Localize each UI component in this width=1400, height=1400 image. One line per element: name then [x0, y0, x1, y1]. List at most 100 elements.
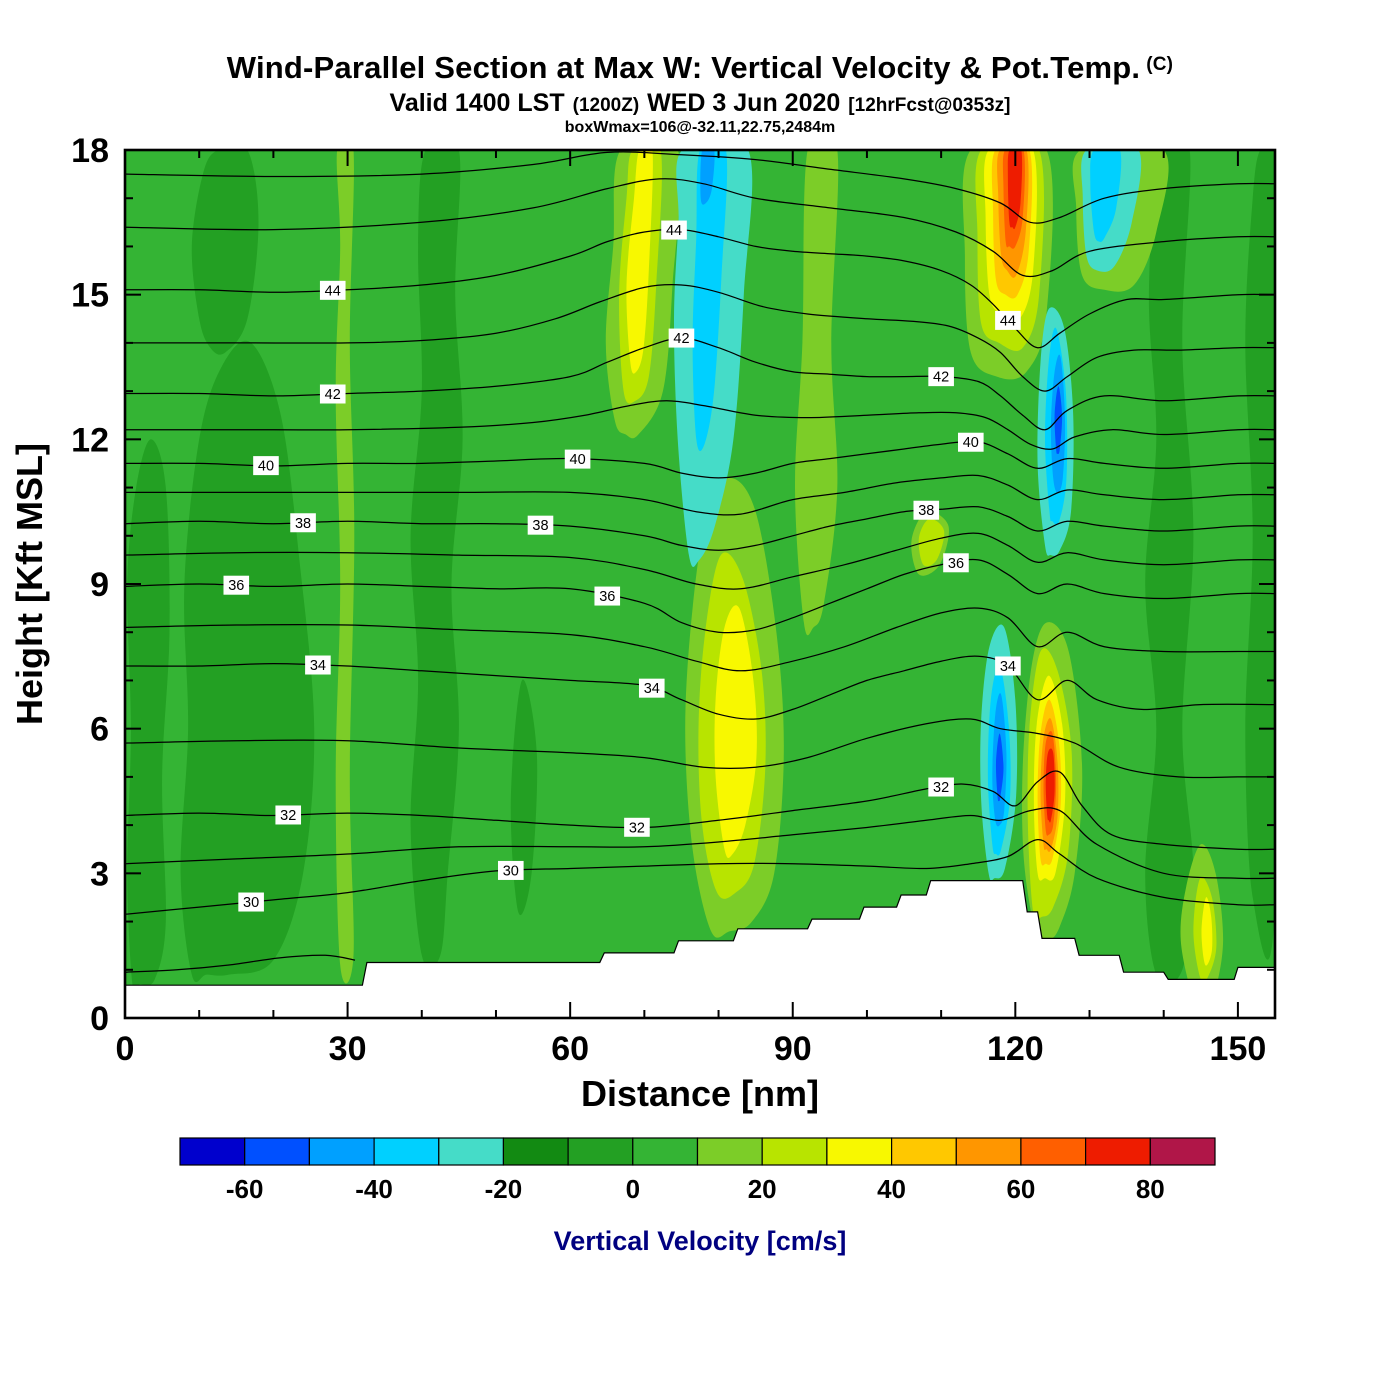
colorbar-tick-label: 20 — [748, 1174, 777, 1204]
isotherm-line-37 — [125, 532, 1275, 590]
y-axis-title: Height [Kft MSL] — [9, 443, 50, 725]
x-tick-label: 60 — [551, 1030, 589, 1068]
chart-title-unit: (C) — [1146, 54, 1174, 75]
isotherm-label-box — [527, 515, 554, 535]
isotherm-line-31 — [125, 807, 1275, 880]
chart-title-text: Wind-Parallel Section at Max W: Vertical… — [226, 50, 1141, 85]
isotherm-label: 34 — [644, 681, 660, 697]
colorbar-segment — [308, 1137, 375, 1166]
valid-time: Valid 1400 LST — [389, 89, 565, 117]
colorbar-segment — [826, 1137, 893, 1166]
isotherm-line-29 — [125, 954, 356, 973]
colorbar-title: Vertical Velocity [cm/s] — [554, 1226, 847, 1256]
isotherm-label: 36 — [228, 578, 244, 594]
colorbar-segment — [761, 1137, 828, 1166]
isotherm-line-30 — [125, 838, 1275, 915]
chart-title: Wind-Parallel Section at Max W: Vertical… — [0, 50, 1400, 86]
colorbar-segment — [502, 1137, 569, 1166]
isotherm-label-box — [290, 513, 316, 533]
isotherm-label-box — [498, 860, 524, 880]
plot-area: 30 30 32 32 32 34 34 34 36 36 36 38 38 38 40 40 40 42 42 42… — [125, 150, 1275, 1018]
x-tick-label: 150 — [1210, 1030, 1267, 1068]
isotherm-label: 44 — [325, 283, 341, 299]
colorbar-tick-label: -40 — [355, 1174, 393, 1204]
terrain-mask — [125, 880, 1275, 1018]
fill-region-lblue-top-right-core — [1090, 150, 1122, 242]
fill-region-y-upper-band — [626, 150, 653, 374]
isotherm-label-box — [564, 449, 591, 469]
isotherm-label: 38 — [295, 516, 311, 532]
colorbar — [179, 1137, 1216, 1166]
fill-region-dg-small-blob — [510, 679, 538, 916]
colorbar-segment — [696, 1137, 763, 1166]
fill-region-dblue-low-core — [995, 733, 1004, 802]
colorbar-segment — [373, 1137, 440, 1166]
isotherm-label-box — [275, 805, 302, 825]
isotherm-line-34 — [125, 655, 1275, 720]
axis-ticks — [124, 149, 1275, 1019]
colorbar-segment — [1149, 1137, 1216, 1166]
isotherm-label-box — [943, 553, 969, 573]
isotherm-label-box — [928, 367, 954, 387]
isotherm-label: 42 — [933, 370, 949, 386]
isotherm-label-box — [594, 586, 621, 606]
fill-region-lblue-upper-core — [692, 150, 728, 452]
isotherm-line-45 — [125, 178, 1275, 278]
isotherm-label-box — [661, 220, 687, 240]
isotherm-label-box — [319, 384, 346, 404]
isotherm-label: 44 — [1000, 313, 1016, 329]
isotherm-label: 40 — [570, 452, 586, 468]
isotherm-label: 30 — [243, 895, 259, 911]
isotherm-line-33 — [125, 718, 1275, 779]
isotherm-label: 32 — [280, 808, 296, 824]
fill-region-red-low-column — [1045, 748, 1055, 823]
colorbar-segment — [890, 1137, 957, 1166]
y-tick-label: 0 — [90, 1000, 109, 1038]
y-tick-label: 9 — [90, 566, 109, 604]
y-tick-label: 6 — [90, 711, 109, 749]
forecast-info: [12hrFcst@0353z] — [848, 95, 1011, 116]
isotherm-label: 44 — [666, 223, 682, 239]
isotherm-line-42 — [125, 337, 1275, 431]
terrain-surface-line — [125, 879, 1275, 986]
colorbar-segment — [632, 1137, 699, 1166]
fill-region-blue-upper-top — [700, 150, 715, 205]
zulu-time: (1200Z) — [572, 95, 640, 116]
isotherm-label: 36 — [948, 556, 964, 572]
chart-subtitle: Valid 1400 LST (1200Z) WED 3 Jun 2020 [12hr… — [0, 89, 1400, 118]
isotherm-label-box — [913, 500, 940, 520]
isotherm-label: 40 — [963, 435, 979, 451]
colorbar-segment — [179, 1137, 246, 1166]
isotherm-label: 40 — [258, 459, 274, 475]
y-tick-label: 12 — [71, 421, 109, 459]
isotherm-label: 34 — [310, 658, 326, 674]
isotherm-label-box — [305, 655, 331, 675]
colorbar-tick-label: -20 — [485, 1174, 523, 1204]
colorbar-tick-label: 80 — [1136, 1174, 1165, 1204]
y-tick-label: 15 — [71, 277, 109, 315]
isotherm-label: 36 — [599, 589, 615, 605]
fill-region-dg-right-column — [1145, 150, 1194, 985]
isotherm-line-36 — [125, 558, 1275, 634]
x-tick-label: 30 — [329, 1030, 367, 1068]
isotherm-label: 42 — [325, 387, 341, 403]
isotherm-label-box — [319, 280, 346, 300]
isotherm-line-38 — [125, 505, 1275, 551]
colorbar-tick-label: 0 — [626, 1174, 640, 1204]
isotherm-label-box — [995, 310, 1021, 330]
fill-region-dg-mid-column — [410, 150, 463, 969]
x-axis-title: Distance [nm] — [581, 1073, 819, 1114]
colorbar-tick-label: 40 — [877, 1174, 906, 1204]
isotherm-label-box — [958, 432, 984, 452]
colorbar-segment — [567, 1137, 634, 1166]
fill-region-dg-left-top — [191, 150, 259, 355]
isotherm-label: 30 — [503, 863, 519, 879]
fill-region-y-right-sliver — [1201, 897, 1213, 966]
fill-region-lg-left-stripe — [335, 150, 355, 984]
isotherm-line-35 — [125, 607, 1275, 672]
x-tick-label: 90 — [774, 1030, 812, 1068]
isotherm-label-box — [624, 817, 650, 837]
wmax-annotation: boxWmax=106@-32.11,22.75,2484m — [564, 119, 836, 136]
